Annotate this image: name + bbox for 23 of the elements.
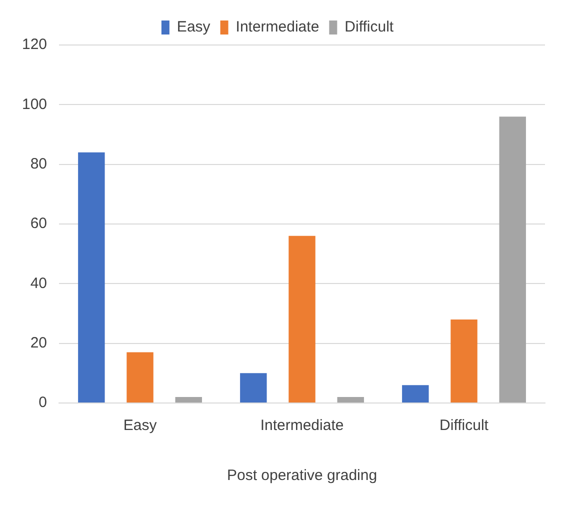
bar <box>288 236 316 402</box>
x-tick-label: Difficult <box>440 417 490 434</box>
x-tick-label: Intermediate <box>260 417 344 434</box>
bar <box>499 116 526 402</box>
y-tick-label: 60 <box>30 215 48 232</box>
legend-label: Intermediate <box>236 18 320 36</box>
bar <box>240 373 267 402</box>
x-axis-title: Post operative grading <box>226 467 378 484</box>
y-tick-label: 0 <box>38 394 48 412</box>
bar <box>337 397 364 402</box>
x-tick-label: Easy <box>123 417 158 434</box>
y-tick-label: 120 <box>22 36 48 54</box>
legend-label: Easy <box>176 18 211 36</box>
bar <box>78 152 105 402</box>
bar <box>450 319 478 402</box>
y-tick-label: 80 <box>30 155 48 172</box>
legend-label: Difficult <box>344 18 394 36</box>
bar <box>402 385 429 402</box>
bar <box>126 352 154 402</box>
y-tick-label: 40 <box>30 274 48 292</box>
bar <box>175 397 202 402</box>
y-tick-label: 20 <box>30 334 48 352</box>
y-tick-label: 100 <box>22 96 48 113</box>
